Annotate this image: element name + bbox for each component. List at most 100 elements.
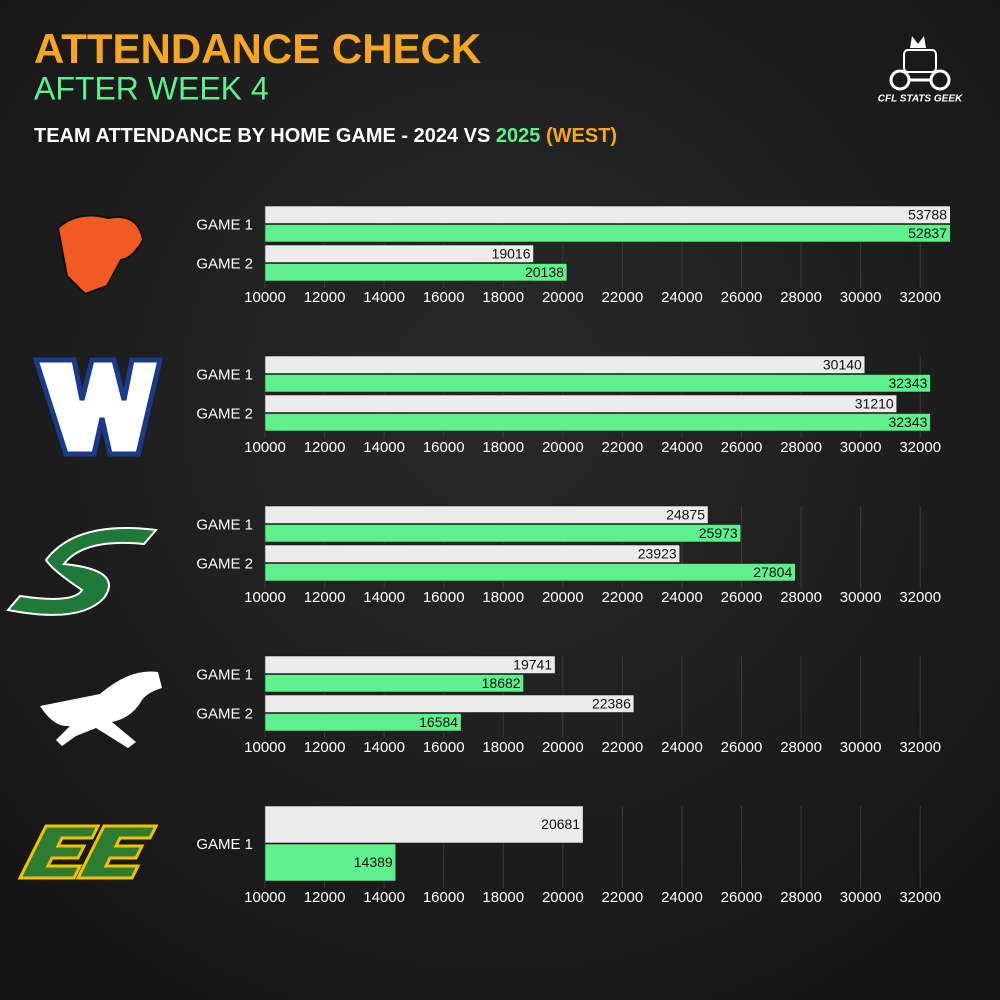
value-label: 30140	[823, 356, 862, 372]
x-tick-label: 14000	[363, 739, 405, 756]
x-tick-label: 22000	[602, 889, 644, 906]
x-tick-label: 10000	[244, 439, 286, 456]
x-tick-label: 28000	[780, 889, 822, 906]
value-label: 25973	[699, 525, 738, 541]
x-tick-label: 26000	[721, 289, 763, 306]
team-logo	[17, 824, 159, 880]
bar	[265, 713, 462, 732]
value-label: 20681	[541, 816, 580, 832]
category-label: GAME 1	[196, 666, 253, 683]
team-logo	[32, 357, 164, 457]
team-logo	[6, 527, 158, 616]
bar	[265, 205, 950, 224]
x-tick-label: 20000	[542, 589, 584, 606]
x-tick-label: 32000	[899, 739, 941, 756]
bar	[265, 843, 396, 882]
bar	[265, 544, 680, 563]
x-tick-label: 10000	[244, 889, 286, 906]
x-tick-label: 26000	[721, 739, 763, 756]
logo-shape	[32, 357, 164, 457]
x-tick-label: 18000	[482, 439, 524, 456]
brand-name: CFL STATS GEEK	[878, 94, 963, 105]
x-tick-label: 24000	[661, 439, 703, 456]
x-tick-label: 16000	[423, 589, 465, 606]
x-tick-label: 30000	[840, 889, 882, 906]
bar	[265, 694, 635, 713]
category-label: GAME 2	[196, 405, 253, 422]
x-tick-label: 18000	[482, 739, 524, 756]
x-tick-label: 12000	[304, 439, 346, 456]
heading: TEAM ATTENDANCE BY HOME GAME - 2024 VS 2…	[34, 125, 617, 147]
bar	[265, 374, 931, 393]
subtitle: AFTER WEEK 4	[34, 70, 269, 106]
x-tick-label: 26000	[721, 589, 763, 606]
x-tick-label: 32000	[899, 889, 941, 906]
value-label: 22386	[592, 695, 631, 711]
x-tick-label: 20000	[542, 889, 584, 906]
x-tick-label: 30000	[840, 739, 882, 756]
x-tick-label: 22000	[602, 589, 644, 606]
x-tick-label: 32000	[899, 439, 941, 456]
bar	[265, 355, 866, 374]
value-label: 16584	[419, 714, 458, 730]
x-tick-label: 16000	[423, 289, 465, 306]
chart: 10000 12000 14000 16000 18000 20000 22000 24000…	[196, 655, 941, 756]
category-label: GAME 1	[196, 216, 253, 233]
x-tick-label: 20000	[542, 439, 584, 456]
x-tick-label: 28000	[780, 289, 822, 306]
x-tick-label: 22000	[602, 739, 644, 756]
heading-part: (WEST)	[546, 125, 617, 147]
x-tick-label: 20000	[542, 289, 584, 306]
bar	[265, 505, 709, 524]
x-tick-label: 28000	[780, 439, 822, 456]
value-label: 32343	[888, 375, 927, 391]
value-label: 19741	[513, 656, 552, 672]
x-tick-label: 12000	[304, 589, 346, 606]
logo-shape	[56, 214, 145, 296]
brand-icon	[903, 49, 937, 73]
team-logo	[56, 214, 145, 296]
x-tick-label: 10000	[244, 289, 286, 306]
x-tick-label: 16000	[423, 439, 465, 456]
bar	[265, 394, 897, 413]
value-label: 24875	[666, 506, 705, 522]
x-tick-label: 16000	[423, 739, 465, 756]
x-tick-label: 24000	[661, 889, 703, 906]
x-tick-label: 14000	[363, 889, 405, 906]
bar	[265, 563, 796, 582]
charts: 10000 12000 14000 16000 18000 20000 22000 24000…	[196, 205, 950, 906]
x-tick-label: 32000	[899, 589, 941, 606]
brand-icon	[910, 36, 926, 48]
x-tick-label: 30000	[840, 589, 882, 606]
heading-part: 2025	[496, 125, 541, 147]
bar	[265, 224, 950, 243]
value-label: 27804	[753, 564, 792, 580]
x-tick-label: 22000	[602, 439, 644, 456]
value-label: 53788	[908, 206, 947, 222]
x-tick-label: 12000	[304, 739, 346, 756]
x-tick-label: 12000	[304, 289, 346, 306]
logo-shape	[40, 671, 162, 748]
value-label: 20138	[525, 264, 564, 280]
bar	[265, 524, 741, 543]
x-tick-label: 14000	[363, 289, 405, 306]
value-label: 18682	[482, 675, 521, 691]
bar	[265, 413, 931, 432]
bar	[265, 263, 568, 282]
value-label: 14389	[354, 854, 393, 870]
logo-shape	[6, 527, 158, 616]
chart: 10000 12000 14000 16000 18000 20000 22000 24000…	[196, 505, 941, 606]
x-tick-label: 26000	[721, 439, 763, 456]
x-tick-label: 10000	[244, 589, 286, 606]
x-tick-label: 16000	[423, 889, 465, 906]
x-tick-label: 30000	[840, 439, 882, 456]
brand-logo: CFL STATS GEEK	[878, 36, 963, 105]
x-tick-label: 10000	[244, 739, 286, 756]
x-tick-label: 26000	[721, 889, 763, 906]
category-label: GAME 1	[196, 366, 253, 383]
bar	[265, 655, 556, 674]
x-tick-label: 24000	[661, 289, 703, 306]
logo-shape	[17, 824, 159, 880]
category-label: GAME 2	[196, 255, 253, 272]
